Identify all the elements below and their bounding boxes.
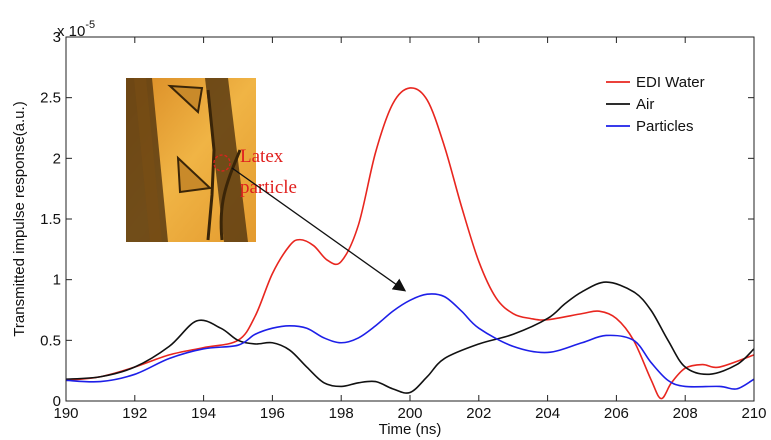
tick-labels: 190 192 194 196 198 200 202 204 206 208 210 0 0.5 1 1.… — [40, 29, 766, 422]
x-axis-label: Time (ns) — [379, 421, 442, 438]
x-tick-label: 192 — [122, 405, 147, 422]
y-tick-label: 3 — [53, 29, 61, 46]
legend-label: EDI Water — [636, 74, 705, 91]
inset-photo — [126, 78, 256, 242]
series-line-edi-water — [65, 87, 755, 400]
axis-ticks — [65, 36, 755, 402]
series-line-particles — [65, 293, 755, 390]
y-tick-label: 0 — [53, 393, 61, 410]
y-tick-label: 1 — [53, 272, 61, 289]
x-tick-label: 194 — [191, 405, 216, 422]
y-axis-label: Transmitted impulse response(a.u.) — [11, 101, 28, 336]
x-tick-label: 200 — [397, 405, 422, 422]
y-tick-label: 2.5 — [40, 90, 61, 107]
x-tick-label: 190 — [53, 405, 78, 422]
y-tick-label: 1.5 — [40, 211, 61, 228]
x-tick-label: 208 — [673, 405, 698, 422]
annotation-arrow — [231, 167, 407, 292]
x-tick-label: 210 — [741, 405, 766, 422]
y-multiplier: x 10-5 — [57, 19, 95, 40]
legend-label: Particles — [636, 118, 694, 135]
plot-lines — [65, 87, 755, 400]
inset-annotation: Latex particle — [240, 146, 297, 198]
x-tick-label: 198 — [329, 405, 354, 422]
legend-label: Air — [636, 96, 654, 113]
x-tick-label: 202 — [466, 405, 491, 422]
series-line-air — [65, 281, 755, 394]
x-tick-label: 206 — [604, 405, 629, 422]
x-tick-label: 204 — [535, 405, 560, 422]
legend: EDI Water Air Particles — [606, 74, 705, 135]
x-tick-label: 196 — [260, 405, 285, 422]
y-tick-label: 0.5 — [40, 332, 61, 349]
y-tick-label: 2 — [53, 150, 61, 167]
